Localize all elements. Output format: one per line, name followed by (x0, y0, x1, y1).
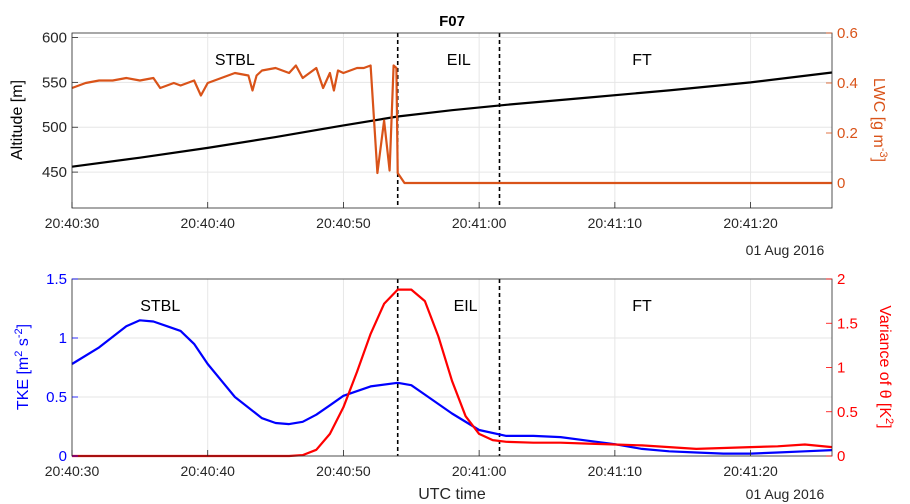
left-tick-label: 600 (42, 29, 67, 46)
top-right-axis-label: LWC [g m-3] (870, 78, 889, 162)
x-tick-label: 20:40:30 (45, 215, 100, 231)
right-tick-label: 1.5 (837, 315, 858, 332)
region-label: EIL (454, 298, 478, 315)
bottom-panel: 00.511.5 00.511.52 20:40:30 20:40:40 20:40… (13, 271, 895, 503)
bottom-left-axis-label: TKE [m2 s-2] (13, 324, 32, 410)
top-chart-title: F07 (439, 13, 465, 30)
bottom-x-axis-label: UTC time (418, 486, 486, 503)
series-line-right (71, 64, 832, 185)
top-left-axis-label: Altitude [m] (9, 80, 26, 160)
bottom-region-labels: STBL EIL FT (140, 298, 652, 315)
region-label: EIL (447, 52, 471, 69)
bottom-dividers (396, 279, 501, 456)
series-line-right (72, 288, 833, 458)
x-tick-label: 20:41:00 (452, 463, 507, 479)
bottom-date-label: 01 Aug 2016 (746, 486, 825, 502)
top-date-label: 01 Aug 2016 (746, 242, 825, 258)
top-x-ticks: 20:40:30 20:40:40 20:40:50 20:41:00 20:41:10… (45, 202, 778, 231)
bottom-axes-background (72, 279, 832, 456)
top-axes-background (72, 33, 832, 208)
right-tick-label: 0.2 (837, 125, 858, 142)
x-tick-label: 20:41:20 (723, 463, 778, 479)
right-tick-label: 2 (837, 271, 845, 288)
region-label: STBL (215, 52, 255, 69)
top-panel: 450 500 550 600 0 0.2 0.4 0.6 20:40:30 20:40:40… (9, 13, 889, 258)
bottom-right-ticks: 0 0.5 1 1.5 2 (826, 271, 858, 465)
region-label: FT (632, 52, 652, 69)
x-tick-label: 20:41:10 (588, 463, 643, 479)
x-tick-label: 20:41:20 (723, 215, 778, 231)
x-tick-label: 20:40:50 (316, 463, 371, 479)
right-tick-label: 1 (837, 360, 845, 377)
right-tick-label: 0 (837, 175, 845, 192)
left-tick-label: 1.5 (46, 271, 67, 288)
top-grid (71, 33, 832, 208)
top-region-labels: STBL EIL FT (215, 52, 652, 69)
left-tick-label: 0.5 (46, 389, 67, 406)
x-tick-label: 20:40:40 (180, 463, 235, 479)
top-series (71, 64, 833, 185)
left-tick-label: 0 (59, 448, 67, 465)
right-tick-label: 0.4 (837, 75, 858, 92)
region-label: FT (632, 298, 652, 315)
bottom-left-ticks: 0 0.5 1 1.5 (46, 271, 78, 465)
series-line-left (71, 71, 833, 168)
region-label: STBL (140, 298, 180, 315)
left-tick-label: 450 (42, 164, 67, 181)
x-tick-label: 20:40:50 (316, 215, 371, 231)
left-tick-label: 500 (42, 119, 67, 136)
left-tick-label: 1 (59, 330, 67, 347)
right-tick-label: 0 (837, 448, 845, 465)
top-axes-frame (71, 32, 833, 209)
x-tick-label: 20:41:00 (452, 215, 507, 231)
left-tick-label: 550 (42, 74, 67, 91)
top-left-ticks: 450 500 550 600 (42, 29, 78, 181)
x-tick-label: 20:41:10 (588, 215, 643, 231)
series-line-left (71, 319, 833, 455)
right-tick-label: 0.5 (837, 404, 858, 421)
x-tick-label: 20:40:30 (45, 463, 100, 479)
top-right-ticks: 0 0.2 0.4 0.6 (826, 25, 858, 192)
bottom-x-ticks: 20:40:30 20:40:40 20:40:50 20:41:00 20:41:10… (45, 450, 778, 479)
bottom-right-axis-label: Variance of θ [K2] (876, 305, 895, 428)
x-tick-label: 20:40:40 (180, 215, 235, 231)
right-tick-label: 0.6 (837, 25, 858, 42)
bottom-series (71, 288, 833, 458)
